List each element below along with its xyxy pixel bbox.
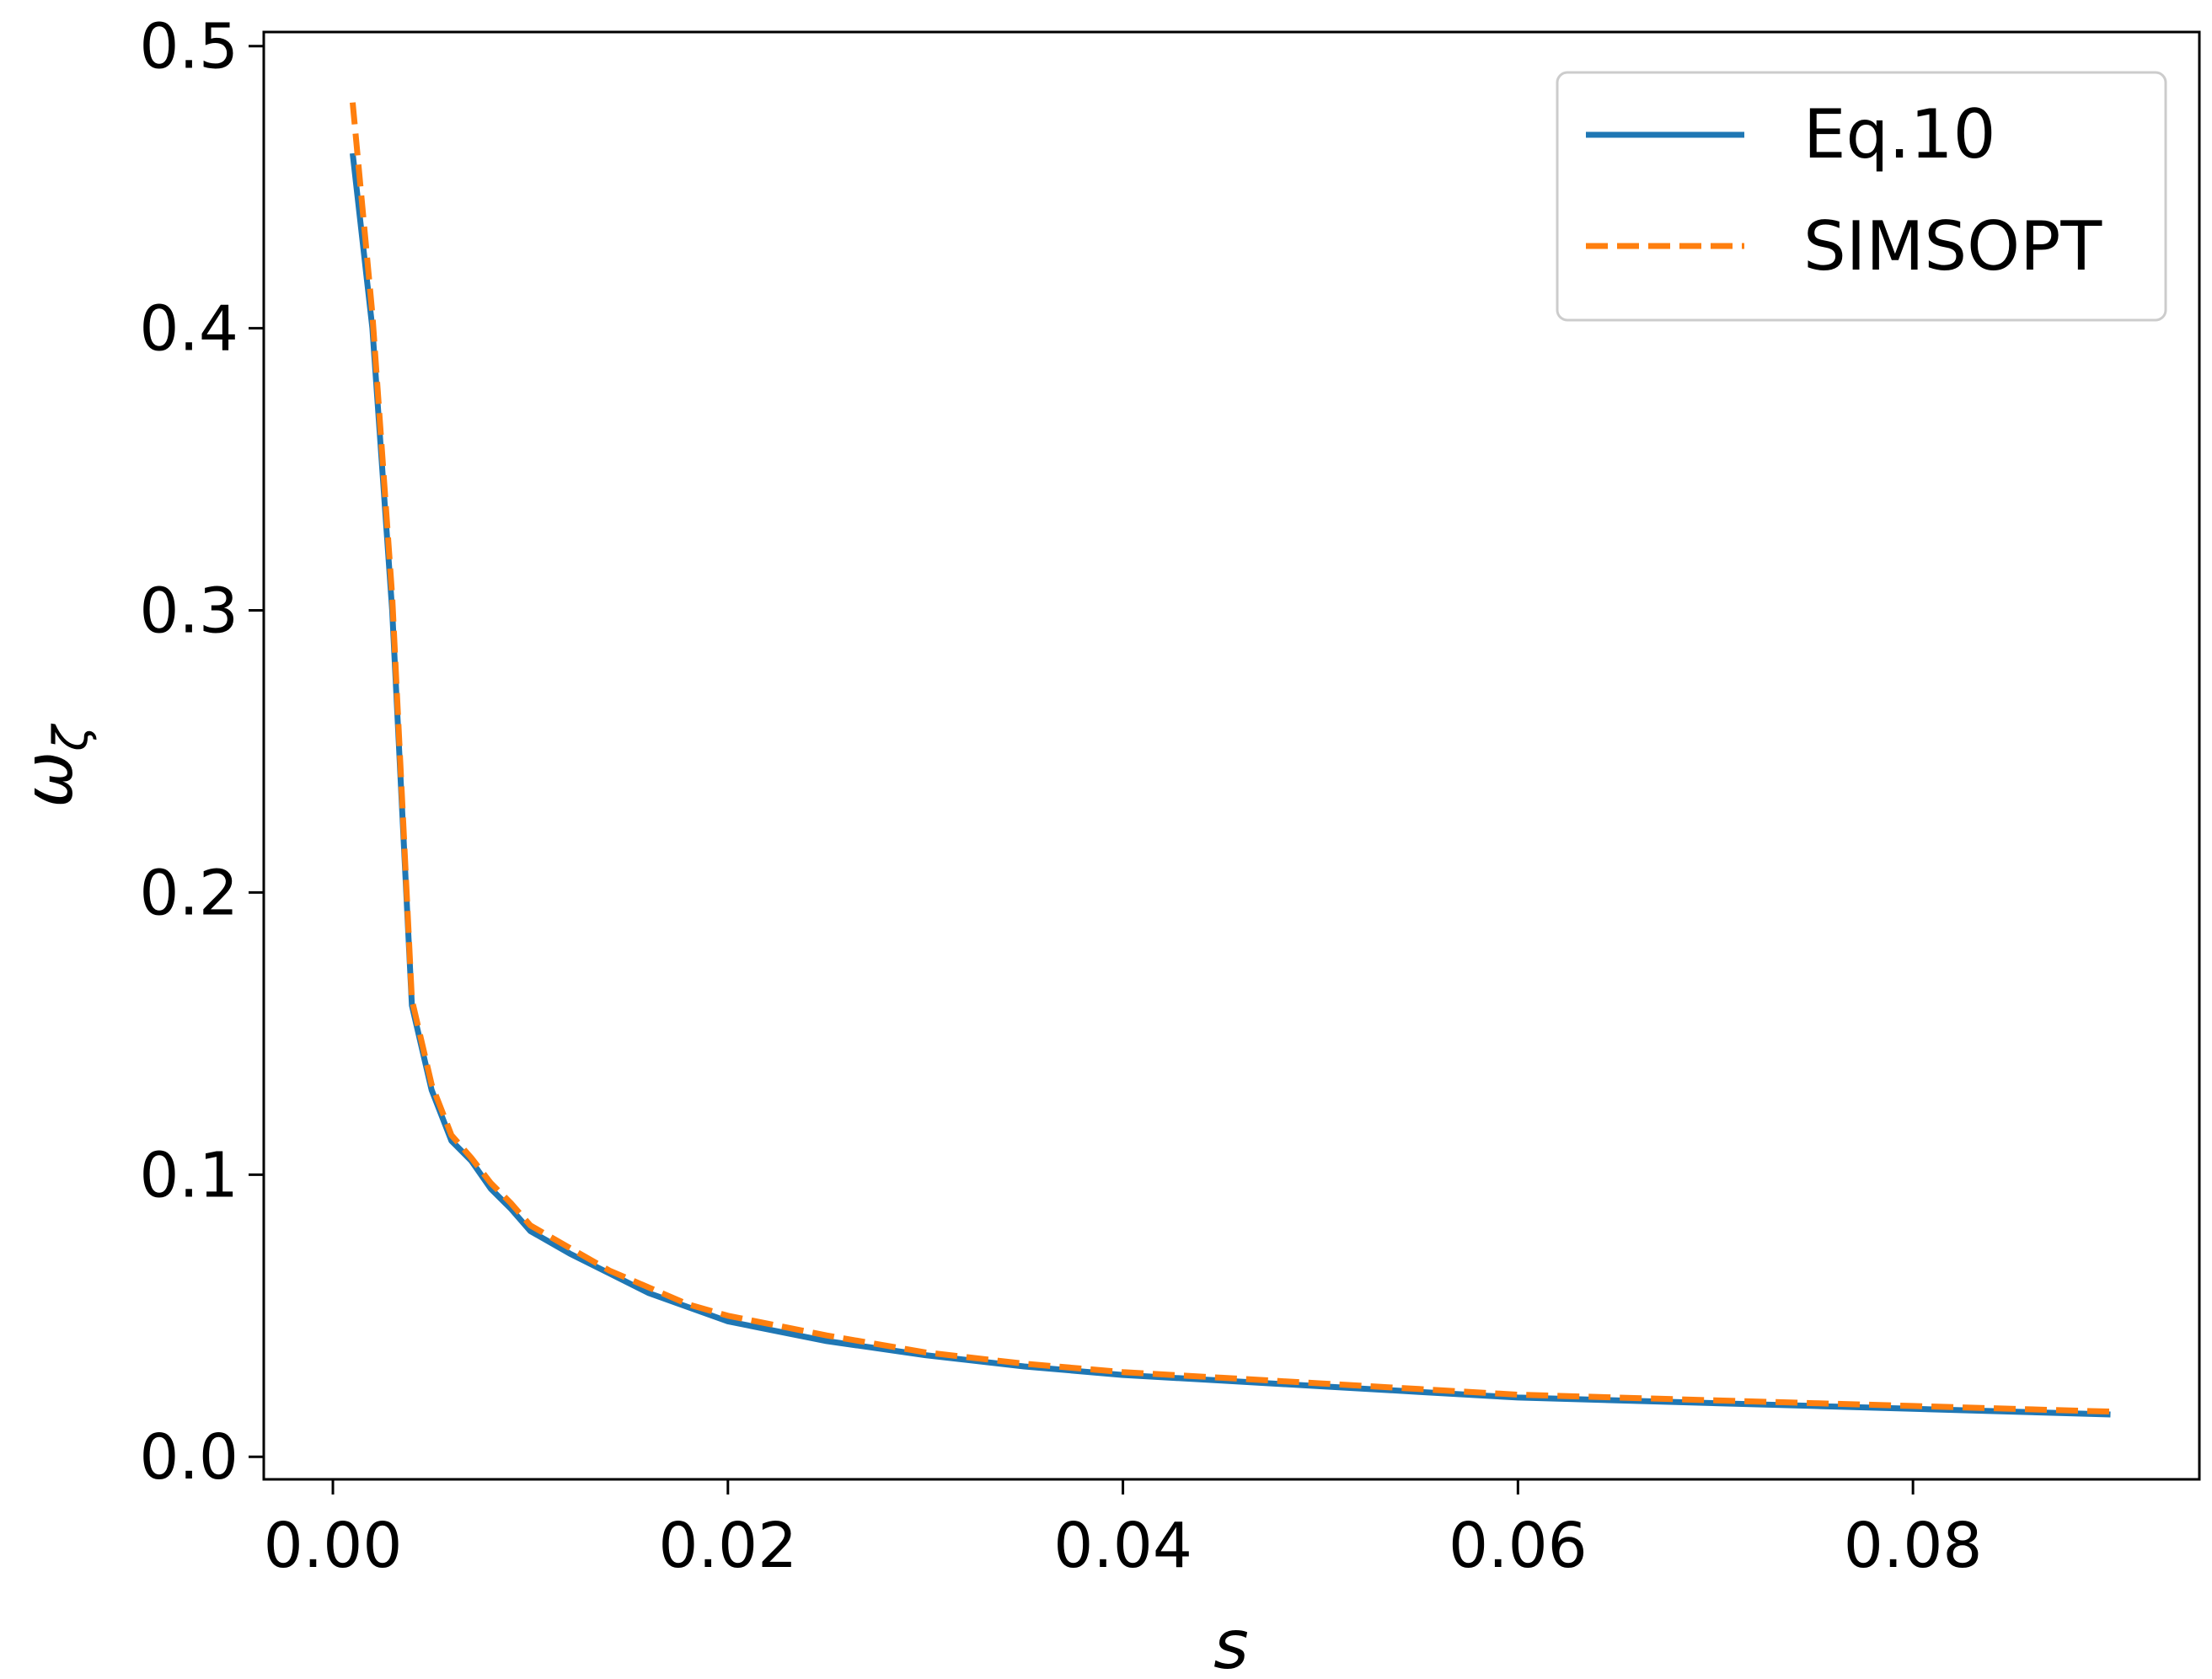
y-tick-label: 0.3 xyxy=(139,575,238,648)
y-axis-label-subscript: ζ xyxy=(44,723,99,752)
x-axis-label: s xyxy=(1213,1606,1249,1679)
x-tick-label: 0.08 xyxy=(1844,1510,1983,1582)
x-tick-label: 0.02 xyxy=(658,1510,797,1582)
series-layer xyxy=(350,102,2111,1418)
series-line-eq-10 xyxy=(350,152,2111,1418)
legend: Eq.10 SIMSOPT xyxy=(1556,71,2167,322)
legend-label-simsopt: SIMSOPT xyxy=(1803,207,2102,286)
y-tick-label: 0.5 xyxy=(139,11,238,83)
y-axis: 0.0 0.1 0.2 0.3 0.4 0.5 xyxy=(139,11,264,1494)
svg-text:ωζ: ωζ xyxy=(9,723,99,808)
y-tick-label: 0.2 xyxy=(139,857,238,929)
y-tick-label: 0.0 xyxy=(139,1421,238,1494)
y-tick-label: 0.4 xyxy=(139,293,238,366)
x-tick-label: 0.06 xyxy=(1449,1510,1588,1582)
x-tick-label: 0.04 xyxy=(1053,1510,1192,1582)
y-axis-label: ωζ xyxy=(9,723,99,808)
y-axis-label-main: ω xyxy=(9,751,88,808)
x-tick-label: 0.00 xyxy=(264,1510,403,1582)
x-axis: 0.00 0.02 0.04 0.06 0.08 xyxy=(264,1479,1983,1582)
y-tick-label: 0.1 xyxy=(139,1139,238,1211)
plot-frame xyxy=(262,30,2201,1481)
legend-label-eq10: Eq.10 xyxy=(1803,95,1996,174)
series-line-simsopt xyxy=(350,102,2111,1415)
